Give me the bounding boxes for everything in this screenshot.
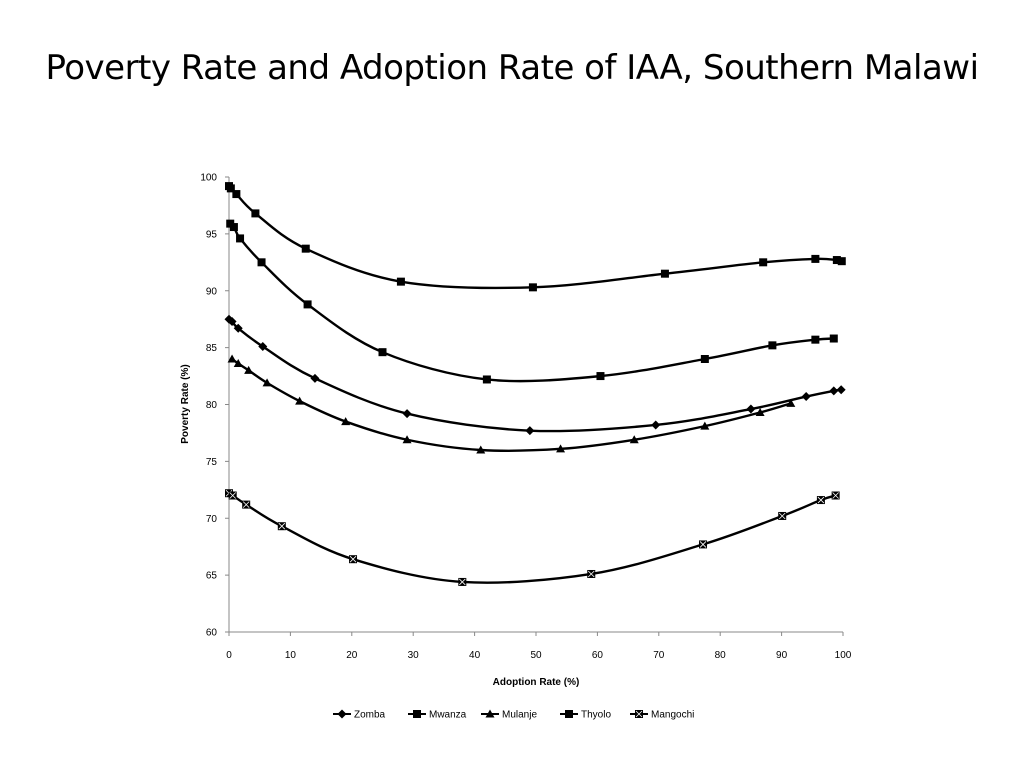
series-line-thyolo <box>229 222 834 383</box>
data-point-mangochi-cross-b <box>778 512 786 520</box>
data-point-mangochi-cross-b <box>349 555 357 563</box>
data-point-zomba <box>829 386 839 396</box>
x-tick-label: 80 <box>715 650 727 661</box>
data-point-zomba <box>651 420 661 430</box>
data-point-mulanje <box>227 354 237 363</box>
data-point-mangochi-cross-b <box>699 541 707 548</box>
y-tick-label: 95 <box>206 229 218 240</box>
data-point-zomba <box>258 341 268 351</box>
y-tick-label: 80 <box>206 400 218 411</box>
y-tick-label: 65 <box>206 571 218 582</box>
data-point-thyolo <box>829 334 838 343</box>
data-point-zomba <box>746 404 756 414</box>
data-point-mulanje <box>476 445 486 454</box>
x-tick-label: 90 <box>776 650 788 661</box>
data-point-mwanza <box>811 254 820 263</box>
data-point-mangochi-cross-b <box>242 501 250 508</box>
data-point-mangochi-cross-b <box>229 492 236 499</box>
x-axis-title: Adoption Rate (%) <box>493 677 580 688</box>
data-point-mwanza <box>226 184 235 193</box>
series-line-mwanza <box>228 185 843 290</box>
data-point-thyolo <box>257 258 266 267</box>
legend-marker-thyolo <box>565 710 573 718</box>
legend-label-zomba: Zomba <box>354 710 386 721</box>
data-point-mulanje <box>262 378 272 387</box>
legend-marker-zomba <box>337 709 347 719</box>
data-point-mwanza <box>832 256 841 265</box>
data-point-mangochi-cross-b <box>817 496 825 504</box>
data-point-thyolo <box>303 300 312 309</box>
data-point-thyolo <box>482 375 491 384</box>
data-point-mangochi-cross-b <box>459 578 466 586</box>
legend-label-mangochi: Mangochi <box>651 710 694 721</box>
data-point-thyolo <box>229 223 238 232</box>
data-point-mwanza <box>301 244 310 253</box>
data-point-mulanje <box>700 421 710 430</box>
y-tick-label: 100 <box>200 173 217 184</box>
data-point-zomba <box>310 373 320 383</box>
data-point-zomba <box>836 385 846 395</box>
y-axis-title: Poverty Rate (%) <box>180 364 191 443</box>
data-point-zomba <box>233 323 243 333</box>
legend-marker-mwanza <box>413 710 421 718</box>
data-point-zomba <box>227 316 237 326</box>
y-tick-label: 85 <box>206 343 218 354</box>
legend-label-thyolo: Thyolo <box>581 710 611 721</box>
x-tick-label: 20 <box>346 650 358 661</box>
data-point-thyolo <box>768 341 777 350</box>
data-point-mwanza <box>759 258 768 267</box>
legend-label-mulanje: Mulanje <box>502 710 537 721</box>
legend-marker-mangochi-cross-b <box>635 710 643 718</box>
data-point-mangochi-cross-b <box>587 570 595 578</box>
data-point-mangochi-cross-b <box>278 522 286 530</box>
y-tick-label: 90 <box>206 286 218 297</box>
data-point-mwanza <box>251 209 260 218</box>
data-point-mulanje <box>244 365 254 374</box>
data-point-mulanje <box>629 435 639 444</box>
data-point-mulanje <box>556 444 566 453</box>
series-line-mangochi <box>228 492 836 584</box>
data-point-mulanje <box>755 407 765 416</box>
data-point-zomba <box>801 392 811 402</box>
data-point-zomba <box>402 409 412 419</box>
data-point-thyolo <box>700 355 709 363</box>
x-tick-label: 100 <box>835 650 852 661</box>
legend-label-mwanza: Mwanza <box>429 710 467 721</box>
data-point-mwanza <box>232 190 241 199</box>
series-line-mulanje <box>231 358 792 452</box>
y-tick-label: 70 <box>206 514 218 525</box>
data-point-mulanje <box>233 359 243 368</box>
data-point-thyolo <box>811 335 820 344</box>
data-point-mwanza <box>396 277 405 286</box>
data-point-mwanza <box>837 257 846 266</box>
y-tick-label: 60 <box>206 628 218 639</box>
x-tick-label: 50 <box>530 650 542 661</box>
data-point-mwanza <box>528 283 537 292</box>
x-tick-label: 0 <box>226 650 232 661</box>
data-point-mulanje <box>786 398 796 407</box>
x-tick-label: 30 <box>408 650 420 661</box>
data-point-thyolo <box>596 372 605 381</box>
data-point-thyolo <box>378 348 387 357</box>
x-tick-label: 40 <box>469 650 481 661</box>
data-point-mangochi-cross-b <box>832 492 839 499</box>
data-point-thyolo <box>236 234 245 243</box>
y-tick-label: 75 <box>206 457 218 468</box>
data-point-zomba <box>525 426 535 436</box>
x-tick-label: 60 <box>592 650 604 661</box>
data-point-mulanje <box>402 435 412 444</box>
data-point-mwanza <box>660 269 669 278</box>
slide-title: Poverty Rate and Adoption Rate of IAA, S… <box>45 48 979 88</box>
legend-marker-mulanje <box>485 709 495 718</box>
data-point-mulanje <box>341 417 351 426</box>
data-point-mulanje <box>295 396 305 405</box>
x-tick-label: 10 <box>285 650 297 661</box>
x-tick-label: 70 <box>653 650 665 661</box>
